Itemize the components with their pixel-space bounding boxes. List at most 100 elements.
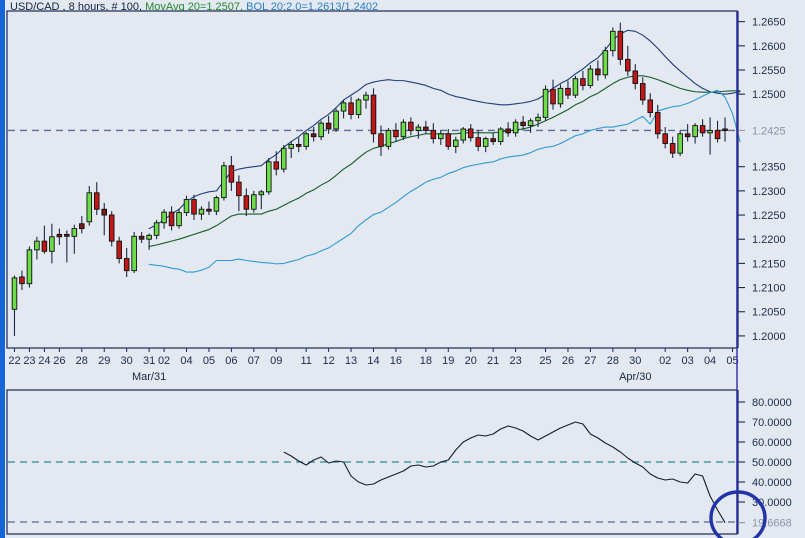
candlestick (49, 223, 55, 264)
price-axis-label: 1.2300 (752, 186, 786, 198)
price-axis-label: 1.2650 (752, 17, 786, 29)
candle-body-bullish (11, 277, 18, 310)
candlestick (714, 120, 721, 143)
candle-body-bullish (512, 121, 519, 134)
date-axis-label: 28 (76, 355, 88, 367)
candlestick (625, 45, 631, 76)
candle-body-bullish (400, 121, 407, 138)
candlestick (677, 130, 683, 157)
candlestick (108, 211, 115, 247)
candlestick (460, 127, 467, 144)
month-axis-label: Apr/30 (619, 371, 651, 383)
candle-body-bearish (310, 133, 317, 138)
candlestick (64, 230, 70, 263)
candlestick (550, 79, 556, 110)
candlestick (183, 195, 190, 217)
candle-body-bullish (587, 68, 594, 86)
candlestick (206, 201, 212, 216)
rsi-axis-label: 40.0000 (752, 477, 792, 489)
candle-body-bearish (325, 122, 332, 130)
candle-body-bearish (64, 233, 70, 237)
price-axis-label: 1.2200 (752, 234, 786, 246)
candle-body-bearish (56, 233, 63, 238)
date-axis-label: 05 (203, 355, 215, 367)
candlestick (639, 77, 646, 105)
candle-body-bearish (206, 208, 212, 212)
date-axis-label: 04 (180, 355, 192, 367)
candle-body-bearish (505, 128, 511, 134)
candle-body-bullish (161, 211, 167, 224)
candle-body-bullish (438, 133, 444, 140)
candlestick (662, 127, 668, 149)
candlestick (595, 60, 601, 81)
candlestick (430, 123, 437, 144)
date-axis-label: 29 (98, 355, 110, 367)
candlestick (41, 225, 48, 254)
candlestick (168, 206, 175, 231)
candlestick (56, 228, 63, 246)
candlestick (565, 80, 571, 99)
candlestick (707, 117, 713, 155)
candlestick (482, 136, 489, 153)
date-axis-label: 14 (367, 355, 379, 367)
candle-body-bearish (273, 161, 280, 170)
date-axis-label: 30 (121, 355, 133, 367)
date-axis-label: 18 (420, 355, 432, 367)
candlestick (654, 104, 661, 139)
candlestick (527, 118, 534, 133)
price-axis-label: 1.2550 (752, 65, 786, 77)
date-axis-label: 06 (225, 355, 237, 367)
candlestick (71, 224, 78, 254)
date-axis-label: 28 (607, 355, 619, 367)
candlestick (303, 131, 309, 150)
candle-body-bearish (595, 68, 601, 76)
candlestick (400, 119, 407, 141)
candle-body-bearish (393, 129, 399, 138)
candle-body-bullish (355, 99, 362, 115)
candle-body-bearish (445, 133, 452, 147)
candle-body-bearish (430, 129, 437, 140)
date-axis-label: 13 (345, 355, 357, 367)
candlestick (602, 46, 609, 79)
price-chart-bollinger-label: BOL 20;2.0=1.2613/1.2402 (246, 1, 379, 13)
candle-body-bearish (79, 223, 85, 230)
candle-body-bullish (677, 133, 683, 154)
candle-body-bearish (565, 87, 571, 96)
candlestick (363, 91, 369, 109)
date-axis-label: 20 (465, 355, 477, 367)
price-axis-label: 1.2150 (752, 258, 786, 270)
candlestick (699, 119, 706, 137)
candle-body-bearish (348, 102, 354, 115)
price-chart-movavg-label: MovAvg 20=1.2507, (145, 1, 244, 13)
candle-body-bearish (168, 211, 175, 227)
date-axis-label: 23 (23, 355, 35, 367)
price-axis-label: 1.2000 (752, 331, 786, 343)
candle-body-bullish (34, 240, 40, 251)
price-axis-label: 1.2250 (752, 210, 786, 222)
candle-body-bearish (191, 199, 197, 215)
candle-body-bullish (340, 102, 347, 112)
candlestick (512, 119, 519, 137)
date-axis-label: 11 (300, 355, 311, 367)
date-axis-label: 26 (53, 355, 65, 367)
rsi-axis-label: 80.0000 (752, 397, 792, 409)
candlestick (243, 188, 250, 217)
candlestick (213, 195, 220, 216)
candlestick (26, 246, 33, 288)
date-axis-label: 04 (704, 355, 716, 367)
candle-body-bullish (251, 194, 257, 210)
window-left-rail (0, 0, 5, 538)
candle-body-bearish (617, 30, 624, 60)
candlestick (116, 236, 122, 264)
candlestick (123, 247, 130, 277)
candlestick (19, 270, 25, 290)
candle-body-bullish (318, 122, 324, 138)
candlestick (295, 137, 302, 153)
candlestick (236, 175, 242, 212)
candle-body-bullish (692, 125, 698, 138)
candle-body-bearish (467, 128, 474, 139)
candle-body-bullish (535, 116, 541, 122)
candlestick (692, 123, 698, 144)
candlestick (251, 190, 257, 213)
